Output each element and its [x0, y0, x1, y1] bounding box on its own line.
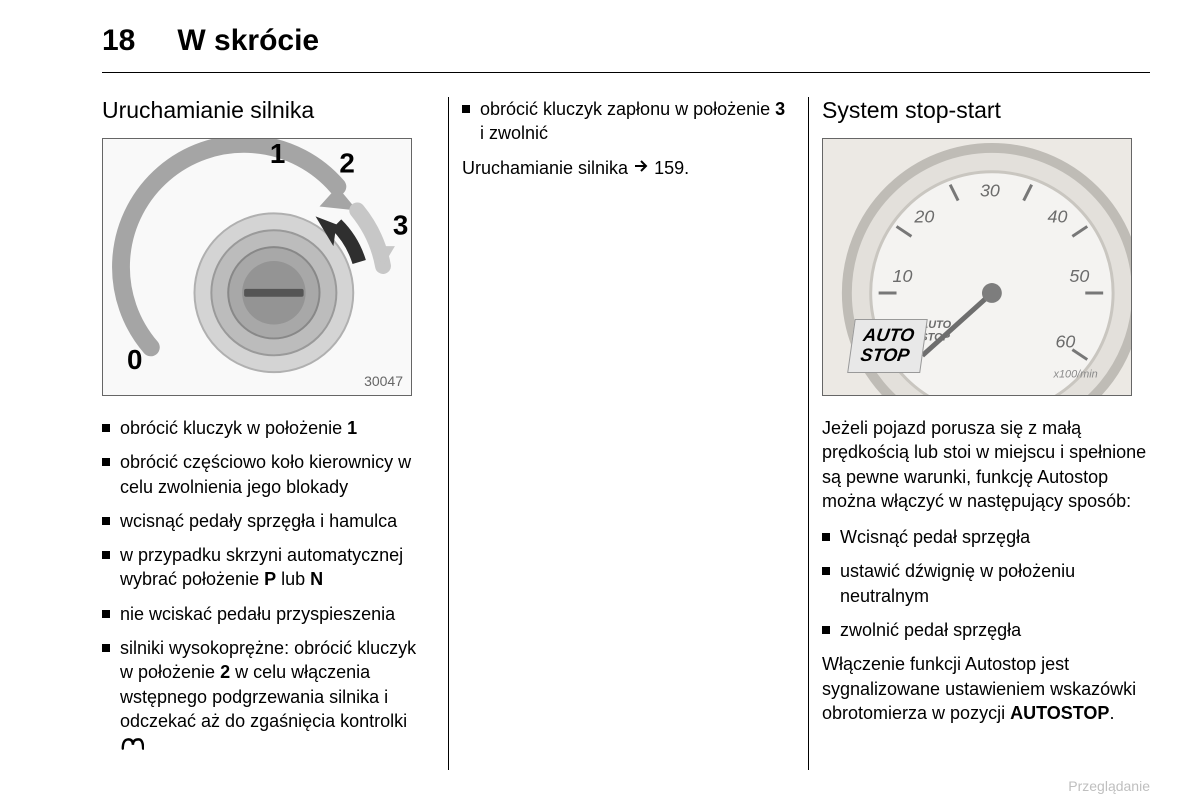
list-item: obrócić kluczyk zapłonu w położenie 3 i …: [462, 97, 794, 146]
content-columns: Uruchamianie silnika: [102, 97, 1150, 770]
footer-label: Przeglądanie: [1068, 778, 1150, 794]
section-title-stop-start: System stop-start: [822, 97, 1154, 124]
page-number: 18: [102, 24, 135, 58]
gauge-mark: 20: [913, 206, 934, 226]
gauge-mark: 30: [980, 181, 1000, 201]
list-item: zwolnić pedał sprzęgła: [822, 618, 1154, 642]
ignition-pos-1-label: 1: [270, 139, 285, 169]
figure-tachometer-autostop: 10 20 30 40 50 60 AUTO STOP x100/min: [822, 138, 1132, 396]
ignition-switch-graphic: 0 1 2 3: [103, 139, 411, 395]
figure-caption: 30047: [364, 373, 403, 389]
cross-reference: Uruchamianie silnika 159.: [462, 156, 794, 180]
engine-start-steps: obrócić kluczyk w położenie 1 obrócić cz…: [102, 416, 434, 760]
gauge-mark: 10: [893, 266, 913, 286]
column-1: Uruchamianie silnika: [102, 97, 434, 770]
list-item: obrócić kluczyk w położenie 1: [102, 416, 434, 440]
stop-start-steps: Wcisnąć pedał sprzęgła ustawić dźwignię …: [822, 525, 1154, 642]
gauge-mark: 50: [1069, 266, 1089, 286]
list-item: wcisnąć pedały sprzęgła i hamulca: [102, 509, 434, 533]
gauge-unit: x100/min: [1052, 368, 1097, 380]
gauge-mark: 60: [1055, 332, 1075, 352]
gauge-mark: 40: [1048, 206, 1068, 226]
page-ref-icon: [633, 158, 649, 174]
chapter-title: W skrócie: [177, 24, 319, 58]
manual-page: 18 W skrócie Uruchamianie silnika: [0, 0, 1200, 802]
ignition-pos-2-label: 2: [339, 148, 354, 179]
figure-ignition-switch: 0 1 2 3 30047: [102, 138, 412, 396]
ignition-pos-3-label: 3: [393, 209, 408, 240]
list-item: w przypadku skrzyni automatycznej wybrać…: [102, 543, 434, 592]
list-item: obrócić częściowo koło kierownicy w celu…: [102, 450, 434, 499]
stop-start-intro: Jeżeli pojazd porusza się z małą prędkoś…: [822, 416, 1154, 513]
stop-start-outro: Włączenie funkcji Autostop jest sygnaliz…: [822, 652, 1154, 725]
list-item: ustawić dźwignię w położeniu neutralnym: [822, 559, 1154, 608]
list-item: Wcisnąć pedał sprzęgła: [822, 525, 1154, 549]
ignition-pos-0-label: 0: [127, 344, 142, 375]
autostop-callout: AUTOSTOP: [847, 319, 927, 373]
section-title-engine-start: Uruchamianie silnika: [102, 97, 434, 124]
column-2: obrócić kluczyk zapłonu w położenie 3 i …: [462, 97, 794, 770]
engine-start-steps-cont: obrócić kluczyk zapłonu w położenie 3 i …: [462, 97, 794, 146]
column-3: System stop-start: [822, 97, 1154, 770]
page-header: 18 W skrócie: [102, 24, 1150, 73]
list-item: silniki wysokoprężne: obrócić kluczyk w …: [102, 636, 434, 759]
glow-plug-icon: [120, 735, 144, 759]
list-item: nie wciskać pedału przyspieszenia: [102, 602, 434, 626]
